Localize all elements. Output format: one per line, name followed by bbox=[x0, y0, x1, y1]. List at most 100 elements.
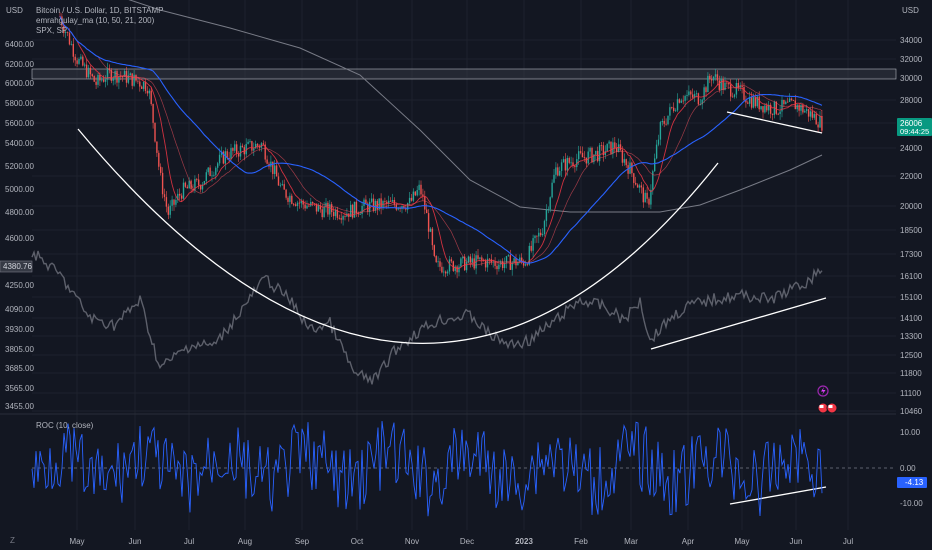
left-price-axis[interactable]: 6400.00 6200.00 6000.00 5800.00 5600.00 5400.… bbox=[5, 40, 34, 411]
spx-value-label-bg bbox=[0, 260, 33, 273]
candle-body bbox=[332, 212, 335, 217]
candle-body bbox=[547, 209, 549, 210]
candle-body bbox=[813, 114, 815, 118]
candle-body bbox=[180, 195, 183, 199]
lightning-glyph bbox=[821, 387, 826, 395]
candle-body bbox=[616, 147, 618, 152]
candle-body bbox=[678, 99, 681, 103]
candle-body bbox=[507, 255, 510, 257]
candle-body bbox=[464, 256, 466, 271]
candle-body bbox=[112, 78, 114, 81]
candle-body bbox=[226, 151, 228, 158]
candle-body bbox=[144, 81, 147, 91]
candle-body bbox=[579, 151, 582, 153]
candle-body bbox=[625, 159, 627, 166]
candle-body bbox=[198, 179, 200, 186]
roc-legend[interactable]: ROC (10, close) bbox=[36, 421, 94, 430]
candle-body bbox=[429, 228, 432, 232]
candle-body bbox=[631, 162, 633, 174]
candle-body bbox=[640, 185, 643, 188]
candle-body bbox=[323, 206, 325, 218]
candle-body bbox=[87, 67, 90, 78]
right-axis-tick: 22000 bbox=[900, 172, 923, 181]
candle-body bbox=[809, 111, 812, 117]
candle-body bbox=[137, 80, 139, 82]
candle-body bbox=[680, 100, 682, 103]
candle-body bbox=[739, 85, 741, 88]
spx-overlay-legend[interactable]: SPX, SP bbox=[36, 26, 68, 35]
candle-body bbox=[403, 206, 405, 209]
candle-body bbox=[581, 152, 584, 158]
candle-body bbox=[576, 159, 578, 168]
candle-body bbox=[800, 105, 802, 111]
candle-body bbox=[589, 147, 591, 152]
candle-body bbox=[167, 206, 169, 215]
candle-body bbox=[714, 74, 717, 77]
candle-body bbox=[642, 187, 644, 203]
candle-body bbox=[291, 195, 293, 204]
left-axis-tick: 6200.00 bbox=[5, 60, 34, 69]
current-price-label: 26006 bbox=[900, 119, 923, 128]
candle-body bbox=[530, 245, 532, 251]
candle-body bbox=[68, 32, 71, 45]
candle-body bbox=[241, 145, 244, 148]
candle-body bbox=[215, 167, 217, 175]
time-axis-tick: Oct bbox=[351, 537, 364, 546]
ma-indicator-legend[interactable]: emrahgulay_ma (10, 50, 21, 200) bbox=[36, 16, 155, 25]
candle-body bbox=[160, 166, 162, 173]
candle-body bbox=[412, 191, 415, 201]
left-axis-tick: 3930.00 bbox=[5, 325, 34, 334]
moving-averages bbox=[59, 16, 823, 270]
price-downtrend-line bbox=[726, 111, 823, 134]
candle-body bbox=[331, 204, 333, 213]
candle-body bbox=[633, 173, 635, 183]
candle-body bbox=[598, 145, 601, 162]
candle-body bbox=[84, 64, 86, 66]
candle-body bbox=[148, 90, 150, 94]
candle-body bbox=[781, 99, 783, 112]
left-axis-tick: 3805.00 bbox=[5, 345, 34, 354]
candle-body bbox=[693, 94, 696, 98]
candle-body bbox=[418, 184, 420, 191]
symbol-legend[interactable]: Bitcoin / U.S. Dollar, 1D, BITSTAMP bbox=[36, 6, 164, 15]
candle-body bbox=[646, 192, 648, 199]
candle-body bbox=[450, 259, 453, 262]
candle-body bbox=[405, 208, 407, 210]
roc-uptrend-line bbox=[729, 486, 827, 505]
candle-body bbox=[101, 79, 103, 81]
candle-body bbox=[177, 193, 179, 200]
candle-body bbox=[534, 235, 536, 239]
candle-body bbox=[538, 232, 540, 237]
candle-body bbox=[236, 144, 238, 154]
candle-body bbox=[213, 174, 215, 176]
candle-body bbox=[199, 185, 202, 190]
left-axis-tick: 3455.00 bbox=[5, 402, 34, 411]
time-axis-tick: Aug bbox=[238, 537, 252, 546]
candle-body bbox=[602, 145, 605, 156]
candle-body bbox=[667, 115, 669, 125]
cup-curve bbox=[77, 128, 719, 344]
candle-body bbox=[697, 93, 700, 105]
right-axis-tick: 30000 bbox=[900, 74, 923, 83]
event-icons[interactable] bbox=[817, 385, 838, 414]
candle-body bbox=[426, 209, 428, 214]
candle-body bbox=[716, 74, 719, 81]
time-axis[interactable]: May Jun Jul Aug Sep Oct Nov Dec 2023 Feb Mar Apr May… bbox=[69, 537, 853, 546]
candle-body bbox=[135, 74, 137, 81]
roc-value-label-bg bbox=[897, 477, 927, 488]
candle-body bbox=[471, 258, 473, 263]
candle-body bbox=[139, 81, 141, 87]
candle-body bbox=[416, 190, 418, 196]
candle-body bbox=[549, 197, 551, 210]
candle-body bbox=[123, 71, 126, 77]
resistance-zone bbox=[31, 68, 897, 80]
candle-body bbox=[95, 81, 97, 85]
candle-body bbox=[365, 199, 367, 204]
spx-value-label: 4380.76 bbox=[3, 262, 32, 271]
candle-body bbox=[458, 266, 460, 273]
candle-body bbox=[657, 139, 660, 145]
candle-body bbox=[606, 143, 608, 152]
right-price-axis[interactable]: 3400032000300002800026000240002200020000… bbox=[900, 36, 923, 508]
